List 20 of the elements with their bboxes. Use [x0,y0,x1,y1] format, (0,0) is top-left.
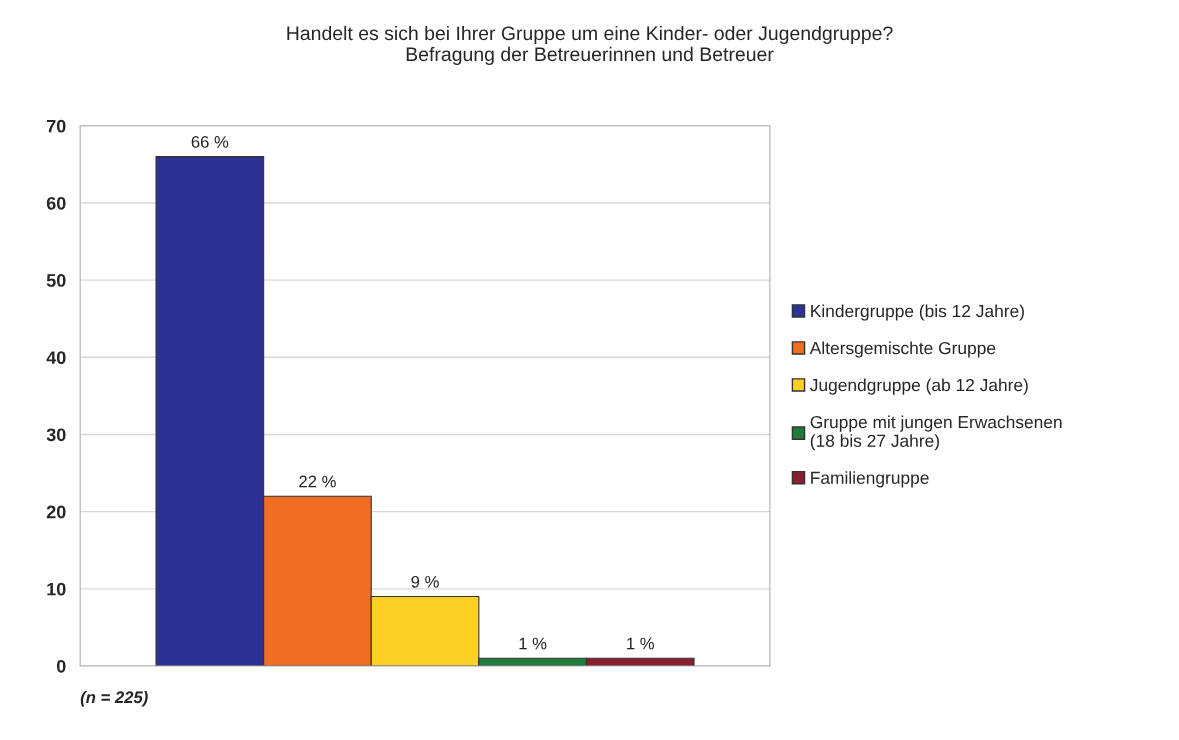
data-label: 9 % [411,575,439,588]
legend-label: Altersgemischte Gruppe [809,341,996,358]
legend-label: Familiengruppe [811,471,929,488]
data-label: 22 % [299,475,336,488]
y-tick-label: 70 [46,119,66,133]
y-tick-label: 50 [46,274,66,287]
legend-label: Kindergruppe (bis 12 Jahre) [811,304,1024,321]
legend-label: Gruppe mit jungen Erwachsenen (18 bis 27 Jahre) [810,415,1062,451]
data-label: 1 % [627,637,654,650]
data-label: 66 % [191,136,229,148]
y-tick-label: 40 [46,351,66,365]
y-tick-label: 30 [46,428,66,442]
data-label: 1 % [519,637,547,650]
legend-label: Jugendgruppe (ab 12 Jahre) [810,378,1028,395]
y-tick-label: 60 [46,196,66,210]
y-tick-label: 20 [46,505,66,519]
chart-title: Handelt es sich bei Ihrer Gruppe um eine Kinder- oder Jugendgruppe? Befragung der Betreuerinnen und Betreuer [287,25,893,65]
y-tick-label: 10 [47,582,66,596]
text: (n = 225) [80,690,148,707]
y-tick-label: 0 [56,659,66,673]
